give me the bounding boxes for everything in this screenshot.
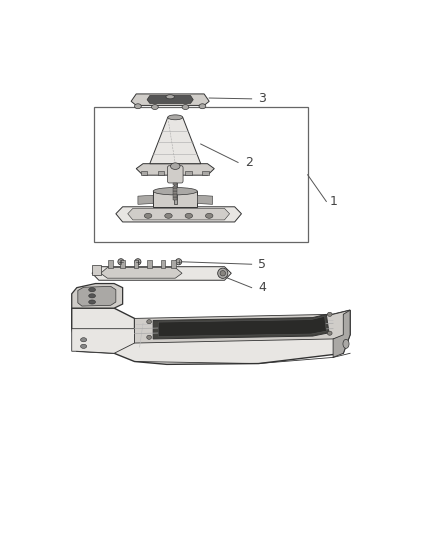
Ellipse shape [168, 115, 183, 120]
Polygon shape [92, 266, 231, 280]
Bar [173, 185, 177, 188]
Polygon shape [150, 117, 201, 164]
Ellipse shape [199, 104, 206, 109]
Bar [94, 107, 307, 243]
Ellipse shape [327, 312, 332, 317]
Text: 5: 5 [258, 258, 266, 271]
Bar [108, 260, 113, 268]
Ellipse shape [182, 104, 189, 109]
Bar [173, 195, 177, 197]
FancyBboxPatch shape [167, 166, 183, 183]
Ellipse shape [145, 213, 152, 219]
Ellipse shape [166, 95, 174, 99]
Ellipse shape [134, 104, 141, 109]
Ellipse shape [88, 294, 95, 298]
Polygon shape [128, 208, 230, 220]
Ellipse shape [220, 271, 226, 276]
Polygon shape [138, 195, 153, 204]
Polygon shape [158, 317, 326, 336]
Bar [173, 189, 177, 191]
Polygon shape [134, 310, 350, 343]
Bar [92, 265, 101, 275]
Bar [173, 197, 177, 200]
Bar [173, 183, 177, 185]
Text: 3: 3 [258, 92, 266, 106]
Bar [158, 171, 164, 175]
Bar [148, 260, 152, 268]
Ellipse shape [205, 213, 213, 219]
Polygon shape [136, 164, 214, 175]
Bar [120, 260, 125, 268]
Bar [161, 260, 166, 268]
Ellipse shape [147, 335, 152, 340]
Ellipse shape [218, 268, 228, 278]
Ellipse shape [147, 320, 152, 324]
Ellipse shape [88, 288, 95, 292]
Polygon shape [116, 207, 241, 222]
Ellipse shape [343, 340, 349, 349]
Bar [185, 171, 191, 175]
Polygon shape [72, 284, 123, 308]
Bar [174, 181, 177, 204]
Text: 1: 1 [330, 195, 338, 208]
Polygon shape [153, 314, 329, 339]
Polygon shape [101, 268, 182, 278]
Bar [173, 191, 177, 194]
Bar [171, 260, 176, 268]
Bar [141, 171, 148, 175]
Text: 4: 4 [258, 281, 266, 294]
Ellipse shape [170, 163, 180, 169]
Ellipse shape [118, 259, 124, 265]
Bar [202, 171, 208, 175]
Polygon shape [197, 195, 212, 204]
Polygon shape [72, 329, 134, 353]
Ellipse shape [88, 300, 95, 304]
Ellipse shape [153, 188, 197, 195]
Ellipse shape [135, 259, 141, 265]
Polygon shape [72, 308, 350, 365]
Polygon shape [153, 191, 197, 207]
Ellipse shape [185, 213, 193, 219]
Ellipse shape [327, 331, 332, 335]
Polygon shape [78, 286, 116, 306]
Bar [134, 260, 138, 268]
Ellipse shape [152, 104, 158, 109]
Ellipse shape [176, 259, 182, 265]
Polygon shape [147, 95, 193, 103]
Polygon shape [333, 310, 350, 358]
Ellipse shape [165, 213, 172, 219]
Ellipse shape [81, 338, 87, 342]
Polygon shape [131, 94, 209, 106]
Text: 2: 2 [245, 156, 253, 169]
Ellipse shape [81, 344, 87, 349]
